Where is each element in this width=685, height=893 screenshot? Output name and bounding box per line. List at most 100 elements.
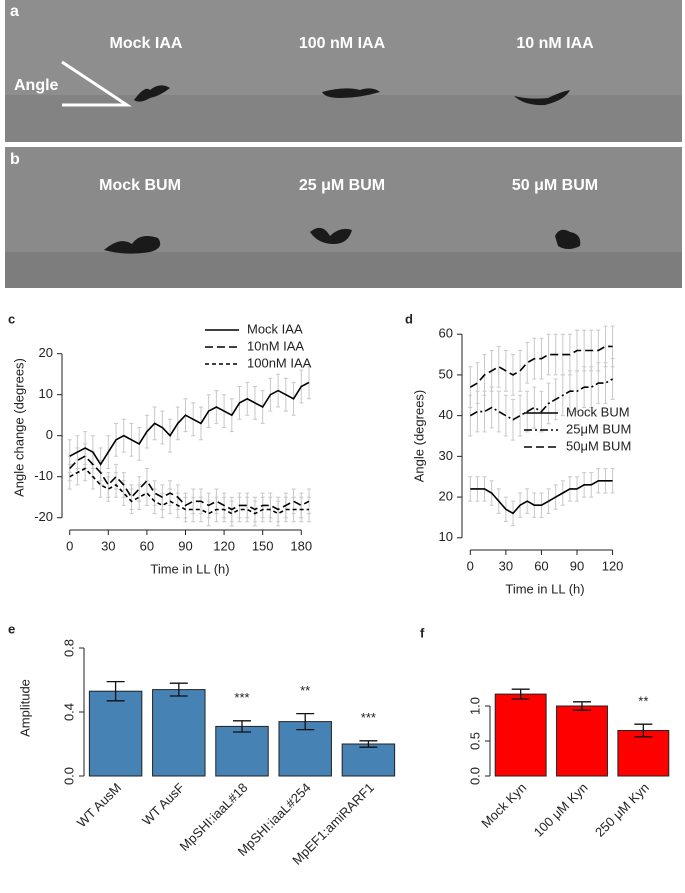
- bar: [617, 730, 670, 777]
- bar: [341, 743, 396, 777]
- y-tick-label: 40: [439, 407, 453, 422]
- panel-letter: a: [10, 3, 19, 20]
- error-bar: [573, 701, 591, 711]
- y-tick-label: 10: [439, 529, 453, 544]
- error-bar: [496, 390, 501, 433]
- error-bar: [106, 680, 125, 702]
- angle-label: Angle: [14, 77, 59, 94]
- error-bar: [306, 365, 311, 400]
- y-tick-label: 0.0: [61, 767, 76, 785]
- plant: [310, 227, 352, 244]
- error-bar: [532, 386, 537, 429]
- plant: [322, 88, 380, 98]
- error-bar: [144, 480, 149, 506]
- error-bar: [359, 740, 378, 748]
- x-tick-label: 90: [178, 538, 192, 553]
- panel-letter: b: [10, 151, 20, 168]
- x-tick-label: 120: [213, 538, 235, 553]
- error-bar: [137, 484, 142, 510]
- photo-caption: Mock IAA: [110, 35, 183, 52]
- photo-band: [5, 95, 682, 142]
- legend-label: 10nM IAA: [247, 338, 304, 353]
- x-tick-label: 30: [499, 558, 513, 573]
- photo-caption: Mock BUM: [99, 177, 181, 194]
- series-line: [470, 479, 613, 515]
- bar: [556, 705, 608, 777]
- y-tick-label: 0.5: [467, 732, 482, 750]
- plant: [104, 236, 161, 254]
- photo-band: [5, 252, 682, 288]
- x-tick-label: 120: [602, 558, 624, 573]
- y-axis-label: Angle change (degrees): [11, 358, 26, 497]
- error-bar: [496, 345, 501, 388]
- error-bar: [610, 325, 615, 368]
- x-tick-label: 60: [534, 558, 548, 573]
- x-tick-label: 250 μM Kyn: [592, 780, 652, 840]
- y-axis-label: Amplitude: [17, 679, 32, 737]
- bar: [215, 725, 269, 777]
- error-bar: [582, 329, 587, 372]
- bar: [152, 689, 206, 777]
- photo-caption: 10 nM IAA: [516, 35, 594, 52]
- error-bar: [518, 350, 523, 392]
- significance: **: [300, 683, 310, 698]
- legend-label: 25μM BUM: [566, 421, 631, 436]
- error-bar: [237, 496, 242, 523]
- x-tick-label: 0: [66, 538, 73, 553]
- x-tick-label: Mock Kyn: [478, 780, 529, 831]
- significance: ***: [234, 690, 249, 705]
- series-line: [69, 455, 310, 511]
- series-line: [469, 345, 613, 388]
- x-axis-label: Time in LL (h): [505, 581, 584, 596]
- error-bar: [634, 723, 653, 738]
- legend-label: 100nM IAA: [247, 355, 312, 370]
- x-tick-label: 100 μM Kyn: [531, 780, 591, 840]
- bar: [88, 690, 143, 777]
- plant: [134, 85, 170, 102]
- legend-label: 50μM BUM: [566, 438, 631, 453]
- error-bar: [475, 362, 480, 404]
- series-line: [469, 378, 613, 421]
- photo-caption: 50 μM BUM: [512, 177, 598, 194]
- y-tick-label: 20: [439, 489, 453, 504]
- y-tick-label: 20: [39, 345, 53, 360]
- y-axis-label: Angle (degrees): [411, 390, 426, 483]
- plant: [555, 229, 581, 249]
- bar: [278, 721, 332, 777]
- significance: ***: [361, 710, 376, 725]
- error-bar: [296, 712, 315, 731]
- series-line: [69, 381, 310, 466]
- y-tick-label: -20: [34, 509, 53, 524]
- error-bar: [468, 366, 473, 408]
- angle-wedge: [61, 60, 132, 107]
- y-tick-label: -10: [34, 468, 53, 483]
- significance: **: [638, 694, 648, 709]
- x-axis-label: Time in LL (h): [150, 561, 229, 576]
- plant: [514, 90, 570, 106]
- error-bar: [191, 496, 196, 523]
- error-bar: [603, 325, 608, 368]
- photo-caption: 100 nM IAA: [299, 35, 386, 52]
- legend-label: Mock BUM: [566, 404, 630, 419]
- panel-letter: d: [405, 311, 413, 326]
- error-bar: [229, 500, 234, 527]
- error-bar: [276, 500, 281, 527]
- x-tick-label: 60: [140, 538, 154, 553]
- y-tick-label: 50: [439, 366, 453, 381]
- bar: [494, 693, 547, 777]
- error-bar: [233, 720, 251, 733]
- legend-label: Mock IAA: [247, 321, 303, 336]
- error-bar: [610, 468, 615, 494]
- x-tick-label: WT AusM: [74, 780, 124, 830]
- x-tick-label: 0: [467, 558, 474, 573]
- error-bar: [525, 341, 530, 384]
- x-tick-label: 90: [570, 558, 584, 573]
- y-tick-label: 0.4: [61, 703, 76, 721]
- panel-letter: f: [420, 625, 425, 640]
- error-bar: [106, 476, 111, 502]
- y-tick-label: 30: [439, 448, 453, 463]
- error-bar: [169, 682, 188, 697]
- error-bar: [306, 496, 311, 523]
